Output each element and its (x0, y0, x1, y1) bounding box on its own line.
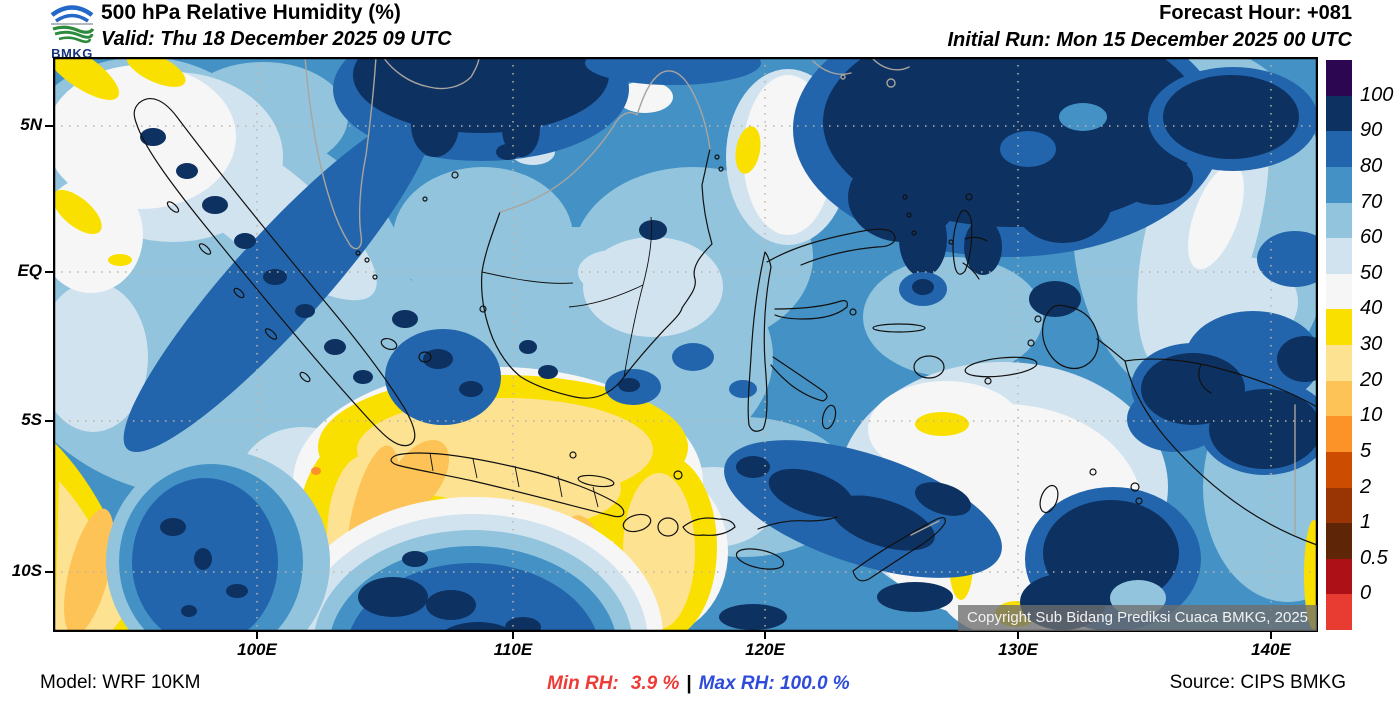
colorbar-block (1326, 167, 1352, 203)
page-title: 500 hPa Relative Humidity (%) (101, 1, 401, 25)
lon-label-120e: 120E (735, 640, 795, 660)
colorbar-tick-5: 5 (1360, 440, 1400, 463)
lat-tick (45, 125, 53, 127)
stats-separator: | (686, 673, 691, 694)
lat-label-5s: 5S (0, 410, 42, 430)
colorbar-tick-20: 20 (1360, 369, 1400, 392)
colorbar-tick-30: 30 (1360, 333, 1400, 356)
colorbar-tick-80: 80 (1360, 155, 1400, 178)
lat-tick (45, 571, 53, 573)
lat-label-5n: 5N (0, 115, 42, 135)
colorbar-tick-0.5: 0.5 (1360, 547, 1400, 570)
initial-run: Initial Run: Mon 15 December 2025 00 UTC (947, 29, 1352, 52)
colorbar-tick-90: 90 (1360, 119, 1400, 142)
valid-time: Valid: Thu 18 December 2025 09 UTC (101, 28, 452, 51)
colorbar-block (1326, 60, 1352, 96)
lat-label-eq: EQ (0, 261, 42, 281)
colorbar-block (1326, 381, 1352, 417)
colorbar-tick-70: 70 (1360, 191, 1400, 214)
copyright-notice: Copyright Sub Bidang Prediksi Cuaca BMKG… (958, 605, 1317, 631)
colorbar-block (1326, 559, 1352, 595)
bmkg-logo: BMKG (44, 2, 100, 60)
lat-tick (45, 420, 53, 422)
colorbar-block (1326, 274, 1352, 310)
lon-label-130e: 130E (988, 640, 1048, 660)
colorbar-tick-10: 10 (1360, 404, 1400, 427)
colorbar-block (1326, 96, 1352, 132)
map-area: Copyright Sub Bidang Prediksi Cuaca BMKG… (53, 57, 1318, 632)
lon-tick (1270, 632, 1272, 639)
model-label: Model: WRF 10KM (40, 672, 200, 694)
max-rh-value: 100.0 % (780, 673, 850, 694)
colorbar-block (1326, 488, 1352, 524)
source-label: Source: CIPS BMKG (1170, 672, 1346, 694)
colorbar-tick-2: 2 (1360, 476, 1400, 499)
colorbar-tick-0: 0 (1360, 582, 1400, 605)
colorbar (1326, 60, 1352, 630)
lon-tick (512, 632, 514, 639)
colorbar-block (1326, 345, 1352, 381)
min-rh-label: Min RH: (547, 673, 619, 694)
colorbar-tick-60: 60 (1360, 226, 1400, 249)
forecast-hour: Forecast Hour: +081 (1159, 2, 1352, 25)
lon-label-110e: 110E (483, 640, 543, 660)
min-rh-value: 3.9 % (631, 673, 680, 694)
bmkg-logo-icon (47, 2, 97, 44)
colorbar-block (1326, 238, 1352, 274)
lat-tick (45, 271, 53, 273)
colorbar-block (1326, 131, 1352, 167)
colorbar-tick-100: 100 (1360, 84, 1400, 107)
colorbar-block (1326, 594, 1352, 630)
bmkg-rh-map-page: BMKG 500 hPa Relative Humidity (%) Valid… (0, 0, 1400, 709)
colorbar-block (1326, 309, 1352, 345)
rh-contour-map (53, 57, 1318, 632)
lon-tick (764, 632, 766, 639)
colorbar-block (1326, 203, 1352, 239)
lon-tick (1017, 632, 1019, 639)
colorbar-block (1326, 452, 1352, 488)
lon-label-100e: 100E (227, 640, 287, 660)
lon-label-140e: 140E (1241, 640, 1301, 660)
max-rh-label: Max RH: (699, 673, 775, 694)
colorbar-tick-40: 40 (1360, 297, 1400, 320)
colorbar-tick-50: 50 (1360, 262, 1400, 285)
colorbar-tick-1: 1 (1360, 511, 1400, 534)
rh-stats: Min RH: 3.9 % | Max RH: 100.0 % (547, 673, 850, 695)
lat-label-10s: 10S (0, 561, 42, 581)
lon-tick (256, 632, 258, 639)
colorbar-block (1326, 523, 1352, 559)
colorbar-block (1326, 416, 1352, 452)
